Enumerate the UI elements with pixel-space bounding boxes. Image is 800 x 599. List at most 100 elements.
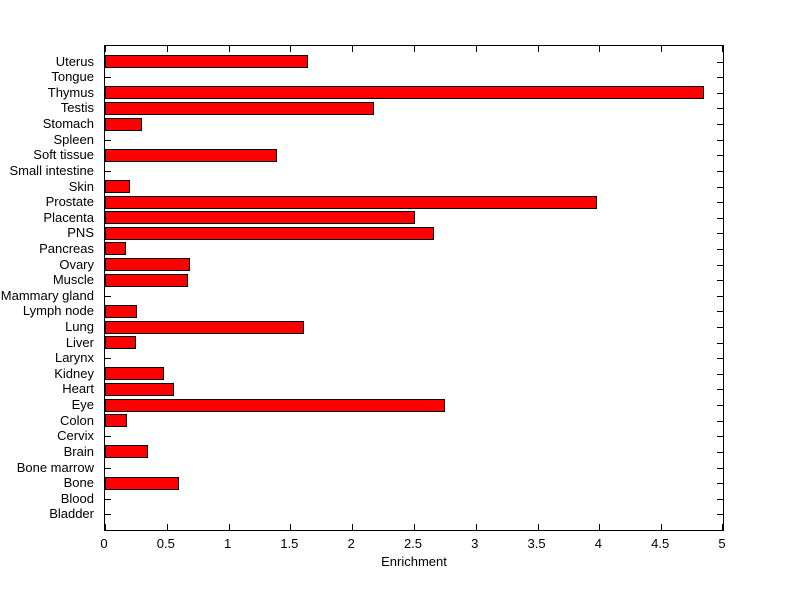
x-tick-mark <box>475 46 477 52</box>
x-tick-mark <box>537 46 539 52</box>
x-tick-mark <box>414 46 415 52</box>
y-tick-mark <box>717 264 723 266</box>
y-tick-label: Cervix <box>57 428 94 444</box>
y-tick-label: Thymus <box>47 84 94 100</box>
bar <box>105 101 375 115</box>
bar <box>105 242 126 256</box>
x-tick-mark <box>661 524 663 530</box>
y-tick-label: Prostate <box>45 194 94 210</box>
y-tick-label: Colon <box>60 412 94 428</box>
bar <box>105 382 175 396</box>
y-tick-mark <box>717 342 723 344</box>
x-tick-mark <box>290 46 292 52</box>
y-tick-label: Soft tissue <box>33 147 94 163</box>
x-tick-mark <box>661 46 663 52</box>
bar <box>105 86 705 100</box>
y-tick-label: Bladder <box>49 506 94 522</box>
y-tick-label: Bone <box>63 475 94 491</box>
y-tick-mark <box>717 389 723 391</box>
y-tick-mark <box>717 436 723 438</box>
bar <box>105 414 128 428</box>
x-tick-mark <box>599 46 601 52</box>
y-tick-mark <box>105 514 111 516</box>
bar <box>105 336 136 350</box>
x-tick-mark <box>105 46 106 52</box>
y-tick-label: Muscle <box>52 272 94 288</box>
x-tick-mark <box>722 524 723 530</box>
x-tick-mark <box>599 524 601 530</box>
y-tick-mark <box>105 467 111 469</box>
bar <box>105 320 304 334</box>
bar <box>105 117 143 131</box>
y-tick-label: Kidney <box>54 365 94 381</box>
bar <box>105 367 165 381</box>
y-tick-label: Brain <box>63 443 94 459</box>
x-tick-mark <box>166 46 168 52</box>
y-tick-mark <box>717 483 723 485</box>
x-tick-mark <box>290 524 292 530</box>
y-tick-mark <box>717 108 723 110</box>
y-tick-mark <box>105 436 111 438</box>
x-tick-mark <box>352 46 354 52</box>
y-tick-label: Bone marrow <box>16 459 94 475</box>
x-tick-mark <box>414 524 415 530</box>
x-tick-mark <box>722 46 723 52</box>
bar <box>105 258 191 272</box>
x-axis-title: Enrichment <box>381 554 447 569</box>
y-axis-labels: Uterus Tongue Thymus Testis Stomach Spleen Sof… <box>0 45 100 531</box>
y-tick-mark <box>717 92 723 94</box>
y-tick-label: Heart <box>62 381 94 397</box>
x-tick-mark <box>228 46 230 52</box>
y-tick-label: Lymph node <box>22 303 94 319</box>
y-tick-label: Liver <box>65 334 94 350</box>
y-tick-mark <box>717 186 723 188</box>
y-tick-mark <box>717 61 723 63</box>
y-tick-mark <box>717 170 723 172</box>
y-tick-mark <box>717 373 723 375</box>
x-tick-label: 3 <box>471 536 479 551</box>
x-tick-label: 2.5 <box>403 536 423 551</box>
y-tick-label: Tongue <box>51 69 94 85</box>
y-tick-label: Skin <box>68 178 94 194</box>
x-tick-label: 4 <box>594 536 602 551</box>
y-tick-mark <box>105 358 111 360</box>
x-tick-mark <box>352 524 354 530</box>
y-tick-label: Spleen <box>53 131 94 147</box>
y-tick-label: Testis <box>60 100 94 116</box>
y-tick-mark <box>717 217 723 219</box>
y-tick-mark <box>717 467 723 469</box>
y-tick-mark <box>717 498 723 500</box>
bar <box>105 273 188 287</box>
x-tick-label: 2 <box>347 536 355 551</box>
y-tick-mark <box>717 139 723 141</box>
y-tick-mark <box>717 514 723 516</box>
x-tick-label: 1 <box>223 536 232 551</box>
y-tick-label: Stomach <box>42 116 94 132</box>
y-tick-label: Larynx <box>54 350 94 366</box>
y-tick-mark <box>717 420 723 422</box>
bar <box>105 55 308 69</box>
y-tick-mark <box>717 124 723 126</box>
y-tick-label: Ovary <box>59 256 94 272</box>
bar <box>105 195 597 209</box>
bar <box>105 211 416 225</box>
y-tick-label: Uterus <box>55 53 94 69</box>
y-tick-label: Eye <box>71 397 94 413</box>
y-tick-mark <box>105 295 111 297</box>
y-tick-mark <box>717 451 723 453</box>
x-tick-label: 0.5 <box>156 536 175 551</box>
y-tick-mark <box>717 405 723 407</box>
y-tick-mark <box>105 170 111 172</box>
x-tick-label: 4.5 <box>651 536 670 551</box>
y-tick-label: PNS <box>67 225 94 241</box>
x-tick-label: 5 <box>718 536 726 551</box>
y-tick-mark <box>717 327 723 329</box>
y-tick-mark <box>105 77 111 79</box>
y-tick-mark <box>717 77 723 79</box>
y-tick-label: Small intestine <box>9 162 94 178</box>
x-axis-tick-labels: 0 0.5 1 1.5 2 2.5 3 3.5 4 4.5 5 <box>100 536 725 552</box>
x-tick-mark <box>166 524 168 530</box>
y-tick-mark <box>717 248 723 250</box>
bar <box>105 226 434 240</box>
